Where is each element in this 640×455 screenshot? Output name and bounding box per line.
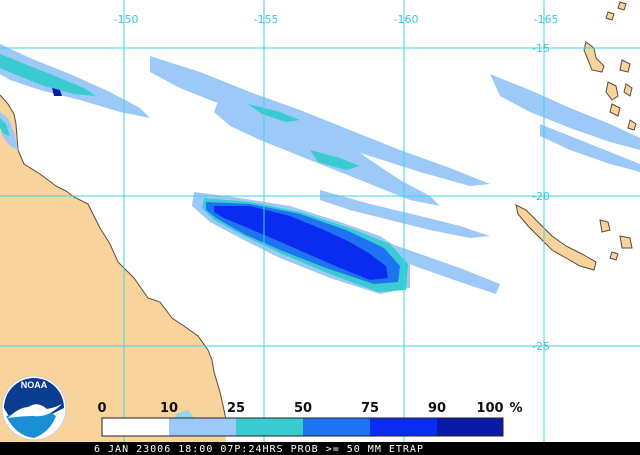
legend-unit: % xyxy=(509,401,522,416)
longitude-label: -150 xyxy=(114,13,139,26)
longitude-label: -160 xyxy=(394,13,419,26)
latitude-label: -15 xyxy=(532,42,550,55)
legend-swatch-50-75 xyxy=(303,418,370,436)
longitude-label: -165 xyxy=(534,13,559,26)
legend-label: 25 xyxy=(227,401,245,416)
status-bar xyxy=(0,442,640,455)
band-90-100-spot xyxy=(52,88,62,96)
legend-label: 90 xyxy=(428,401,446,416)
logo-upper xyxy=(4,378,64,418)
australia-land xyxy=(0,95,226,442)
band-10-25-east xyxy=(540,124,640,172)
vanuatu-efate xyxy=(619,59,631,73)
islands xyxy=(515,1,637,271)
vanuatu-north xyxy=(583,41,605,73)
status-text: 6 JAN 23006 18:00 07P:24HRS PROB >= 50 M… xyxy=(94,444,424,455)
legend-border xyxy=(101,417,504,437)
legend-swatch-0-10 xyxy=(102,418,169,436)
vanuatu-east xyxy=(623,83,633,97)
new-caledonia xyxy=(515,204,597,271)
band-25-50-streak-2 xyxy=(310,150,360,170)
band-10-25-upper-center xyxy=(320,190,490,238)
loyalty-islands xyxy=(599,219,611,233)
legend-label: 50 xyxy=(294,401,312,416)
band-25-50-coast xyxy=(0,118,10,136)
legend-label: 10 xyxy=(160,401,178,416)
legend-swatch-90-100 xyxy=(437,418,503,436)
legend-swatch-75-90 xyxy=(370,418,437,436)
band-10-25-northwest xyxy=(0,44,150,118)
probability-bands xyxy=(0,44,640,294)
logo-text: NOAA xyxy=(21,380,48,390)
band-75-90-cyclone xyxy=(214,206,388,280)
noaa-logo: NOAA xyxy=(1,375,67,441)
australia-coastline xyxy=(0,94,227,421)
isle-of-pines xyxy=(609,251,619,261)
legend-label: 0 xyxy=(97,401,106,416)
band-10-25-center xyxy=(214,96,440,206)
band-10-25-low xyxy=(380,240,500,294)
islet-north xyxy=(605,11,615,21)
latitude-label: -20 xyxy=(532,190,550,203)
vanuatu-south xyxy=(609,103,621,117)
band-10-25-right xyxy=(490,74,640,150)
legend-label: 100 xyxy=(476,401,503,416)
band-25-50-streak xyxy=(248,104,300,122)
legend-label: 75 xyxy=(361,401,379,416)
legend: 0 10 25 50 75 90 100 % xyxy=(97,401,523,437)
band-10-25-coast xyxy=(0,112,18,150)
graticule xyxy=(0,0,640,442)
islet-north-2 xyxy=(617,1,627,11)
legend-swatch-25-50 xyxy=(236,418,303,436)
vanuatu-central xyxy=(605,81,619,101)
loyalty-islands-2 xyxy=(619,235,633,249)
seagull-icon xyxy=(8,404,62,418)
vanuatu-tanna xyxy=(627,119,637,131)
band-25-50-northwest xyxy=(0,54,96,96)
longitude-label: -155 xyxy=(254,13,279,26)
latitude-label: -25 xyxy=(532,340,550,353)
legend-swatch-10-25 xyxy=(169,418,236,436)
band-10-25-mid xyxy=(150,56,490,186)
